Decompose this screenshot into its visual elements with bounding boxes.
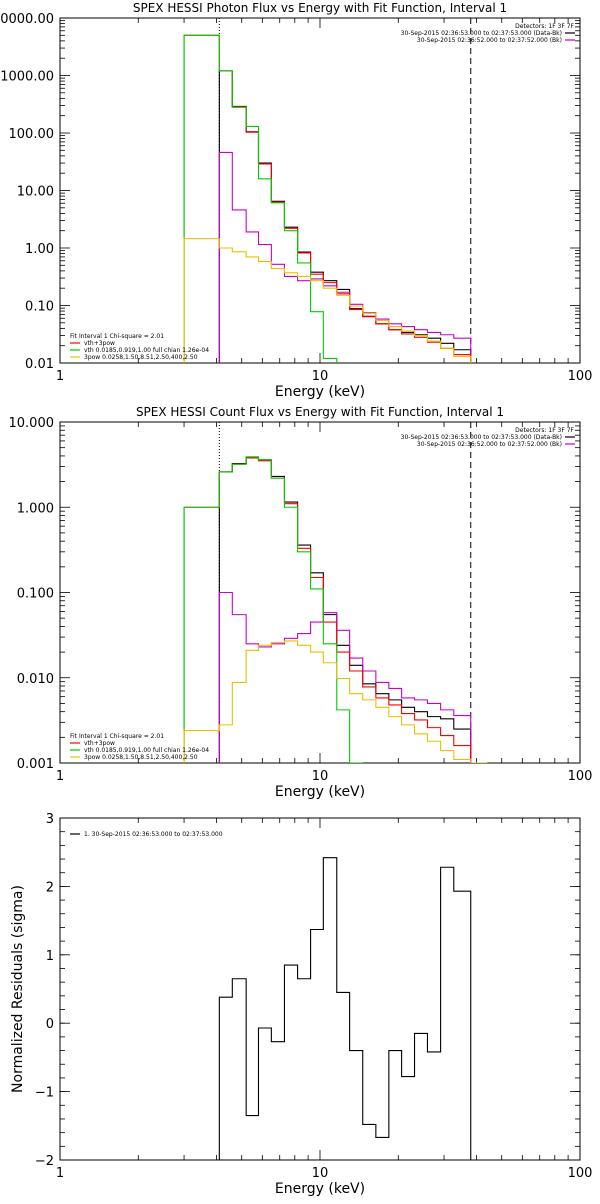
- y-tick-label: 10.00: [17, 185, 54, 200]
- series-3pow: [183, 238, 472, 363]
- x-tick-label: 100: [568, 769, 593, 784]
- series-vth-3pow: [183, 457, 472, 763]
- x-tick-label: 10: [312, 769, 329, 784]
- y-tick-label: 1.00: [25, 242, 54, 257]
- legend-left: 1. 30-Sep-2015 02:36:53.000 to 02:37:53.…: [70, 831, 223, 838]
- legend-left: Fit Interval 1 Chi-square = 2.01vth+3pow…: [70, 333, 209, 361]
- legend-left-entry: vth+3pow: [84, 740, 115, 747]
- x-tick-label: 100: [568, 369, 593, 384]
- y-tick-label: 2: [46, 880, 54, 895]
- chart-title: SPEX HESSI Count Flux vs Energy with Fit…: [136, 405, 504, 419]
- y-tick-label: −2: [35, 1154, 54, 1169]
- y-tick-label: 0.01: [25, 357, 54, 372]
- x-axis-ticks: [59, 18, 569, 363]
- y-tick-label: 1: [46, 949, 54, 964]
- series-bk: [218, 591, 472, 763]
- x-tick-label: 10: [312, 369, 329, 384]
- y-tick-label: −1: [35, 1086, 54, 1101]
- series-data-bk: [218, 70, 472, 363]
- legend-left: Fit Interval 1 Chi-square = 2.01vth+3pow…: [70, 733, 209, 761]
- y-axis-label: Normalized Residuals (sigma): [10, 885, 26, 1093]
- x-axis-ticks: [59, 818, 569, 1160]
- x-axis-label: Energy (keV): [275, 784, 365, 800]
- y-tick-label: 1.000: [17, 501, 54, 516]
- plot-frame: [59, 817, 581, 1161]
- legend-left-entry: 3pow 0.0258,1.50,8.51,2.50,400,2.50: [84, 754, 198, 761]
- legend-left-entry: vth+3pow: [84, 340, 115, 347]
- x-axis-label: Energy (keV): [275, 1181, 365, 1197]
- legend-right-entry: 30-Sep-2015 02:36:53.000 to 02:37:53.000…: [401, 434, 562, 441]
- plot-frame: [59, 421, 581, 764]
- x-axis-ticks: [59, 422, 569, 763]
- series-1-30-sep-2015-02-36-53-000-to-02-37-53-000: [218, 857, 472, 1160]
- y-tick-label: 3: [46, 812, 54, 827]
- x-tick-label: 1: [56, 769, 64, 784]
- y-axis-ticks: [60, 817, 580, 1161]
- y-axis-ticks: [60, 421, 580, 764]
- y-tick-label: 0.10: [25, 300, 54, 315]
- y-tick-label: 0: [46, 1017, 54, 1032]
- x-tick-label: 10: [312, 1166, 329, 1181]
- y-tick-label: 0.001: [17, 757, 54, 772]
- y-tick-label: 100.00: [9, 127, 55, 142]
- x-axis-label: Energy (keV): [275, 384, 365, 400]
- series-data-bk: [218, 457, 472, 763]
- legend-right-entry: Detectors: 1F 3F 7F: [515, 23, 574, 30]
- legend-left-entry: 1. 30-Sep-2015 02:36:53.000 to 02:37:53.…: [84, 831, 223, 838]
- series-vth: [183, 34, 338, 363]
- series-vth: [183, 456, 363, 763]
- legend-right-entry: 30-Sep-2015 02:36:52.000 to 02:37:52.000…: [417, 441, 562, 448]
- data-series: [218, 857, 472, 1160]
- legend-left-entry: vth 0.0185,0.919,1.00 full chian 1.26e-0…: [84, 347, 209, 354]
- legend-right-entry: 30-Sep-2015 02:36:52.000 to 02:37:52.000…: [417, 37, 562, 44]
- legend-right-entry: 30-Sep-2015 02:36:53.000 to 02:37:53.000…: [401, 30, 562, 37]
- x-tick-label: 100: [568, 1166, 593, 1181]
- x-tick-label: 1: [56, 369, 64, 384]
- legend-left-entry: Fit Interval 1 Chi-square = 2.01: [70, 733, 164, 740]
- data-series: [183, 456, 488, 763]
- legend-right-entry: Detectors: 1F 3F 7F: [515, 427, 574, 434]
- y-tick-label: 10000.00: [0, 12, 54, 27]
- x-tick-label: 1: [56, 1166, 64, 1181]
- chart-panel-2: 1 10 100 Energy (keV) 10.000 1.000 0.100 0.010 0…: [9, 405, 593, 800]
- y-tick-label: 0.100: [17, 587, 54, 602]
- y-axis-ticks: [60, 17, 580, 364]
- series-bk: [218, 151, 472, 363]
- y-tick-label: 10.000: [9, 416, 55, 431]
- y-tick-label: 0.010: [17, 672, 54, 687]
- chart-title: SPEX HESSI Photon Flux vs Energy with Fi…: [133, 1, 507, 15]
- legend-left-entry: Fit Interval 1 Chi-square = 2.01: [70, 333, 164, 340]
- y-tick-label: 1000.00: [0, 70, 54, 85]
- chart-panel-1: 1 10 100 Energy (keV) 10000.00 1000.00 100.00 1…: [0, 1, 592, 400]
- series-3pow: [183, 640, 488, 763]
- series-vth-3pow: [183, 34, 472, 363]
- legend-left-entry: vth 0.0185,0.919,1.00 full chian 1.26e-0…: [84, 747, 209, 754]
- data-series: [183, 34, 472, 363]
- legend-left-entry: 3pow 0.0258,1.50,8.51,2.50,400,2.50: [84, 354, 198, 361]
